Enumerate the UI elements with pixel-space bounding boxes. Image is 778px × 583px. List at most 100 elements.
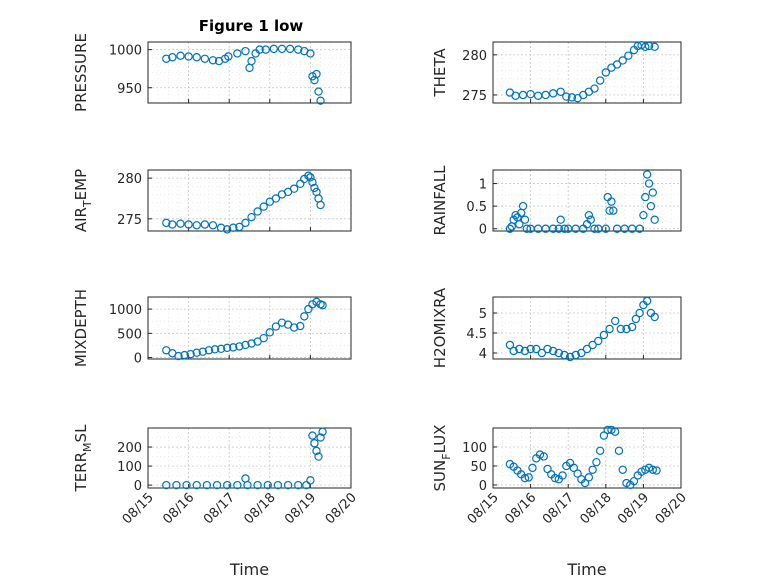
data-point [624,51,633,60]
data-point [306,476,315,485]
data-point [556,215,565,224]
data-point [243,480,252,490]
data-point [184,220,193,229]
data-point [648,188,658,197]
axes-frame [492,296,682,360]
y-axis-label: PRESSURE [72,33,90,112]
data-point [582,344,592,354]
axes-border [492,169,682,232]
x-tick-label: 08/16 [160,490,197,527]
axes-border [492,41,682,104]
data-point [253,337,262,346]
data-point [622,324,631,334]
data-point [253,480,262,490]
data-point [543,344,552,354]
data-point [318,301,327,310]
y-axis-label: THETA [431,48,449,98]
x-axis-label: Time [229,560,269,579]
data-point [222,343,232,353]
y-tick-label: 4 [479,347,487,362]
data-point [168,220,177,229]
data-point [200,220,210,229]
data-point [611,427,620,436]
data-point [316,200,325,210]
data-point [296,179,305,189]
data-point [314,452,323,461]
data-point [599,431,609,440]
data-point [316,433,325,442]
data-point [162,218,171,228]
y-axis-label: H2OMIXRA [431,287,449,368]
data-point [176,219,185,228]
y-tick-label: 0 [134,479,142,494]
data-point [556,87,565,96]
data-point [289,184,299,193]
axes-border [492,427,682,489]
data-point [271,194,281,203]
data-point [550,473,560,483]
data-point [216,344,226,354]
data-point [204,346,214,355]
y-tick-label: 1000 [109,44,142,59]
data-point [607,197,616,206]
data-point [308,177,317,187]
data-point [603,425,612,435]
data-point [233,480,242,490]
data-point [505,224,515,233]
panel-pressure: 950 1000 PRESSURE [72,33,352,112]
data-point [222,480,232,490]
y-tick-label: 500 [117,327,142,342]
data-point [312,446,321,456]
data-point [192,480,201,490]
data-point [509,346,518,356]
panel-mixdepth: 0 500 1000 MIXDEPTH [72,289,352,367]
data-point [571,350,580,360]
y-axis-label: SUNFLUX [431,425,453,492]
data-point [259,202,268,211]
data-point [192,348,201,357]
data-point [650,215,659,224]
y-axis-label: AIRTEMP [72,169,94,232]
data-point [202,480,212,490]
data-point [520,215,530,224]
x-tick-label: 08/15 [120,490,157,527]
data-point [273,480,283,490]
y-tick-label: 100 [117,460,142,475]
data-point [580,478,590,488]
y-axis-label: RAINFALL [431,165,449,236]
data-point [537,348,547,358]
panel-theta: 275 280 THETA [431,41,682,104]
data-point [644,179,654,188]
data-point [526,344,535,354]
data-point [235,222,244,232]
panel-sun_flux: 0 50 100 08/15 08/16 08/17 08/18 08/19 08/20 Time… [431,425,690,579]
data-point [599,330,609,340]
data-point [261,45,270,54]
x-tick-label: 08/15 [465,490,502,527]
x-tick-label: 08/17 [540,490,577,527]
data-point [609,206,618,215]
data-point [520,346,530,356]
data-point [253,207,262,216]
data-point [259,333,268,343]
data-point [526,89,535,99]
data-point [601,224,611,233]
x-tick-label: 08/20 [653,490,690,527]
data-point [208,56,218,65]
axes-border [147,296,352,360]
data-point [627,322,637,332]
data-point [304,171,313,180]
data-point [172,480,181,490]
data-point [180,350,189,360]
data-point [618,56,627,65]
data-point [528,463,537,473]
data-point [614,446,624,455]
data-point [198,347,208,356]
data-point [277,318,287,327]
data-point [560,224,569,233]
data-point [515,220,524,229]
panel-h2omixra: 4 4.5 5 H2OMIXRA [431,287,682,368]
x-axis-label: Time [566,560,606,579]
data-point [595,446,605,455]
panel-air_temp: 275 280 AIRTEMP [72,169,352,234]
